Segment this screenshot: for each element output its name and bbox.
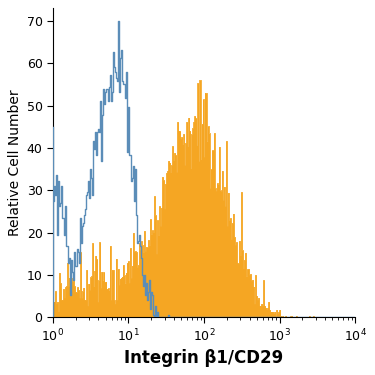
Y-axis label: Relative Cell Number: Relative Cell Number [8, 90, 22, 236]
X-axis label: Integrin β1/CD29: Integrin β1/CD29 [124, 349, 284, 367]
